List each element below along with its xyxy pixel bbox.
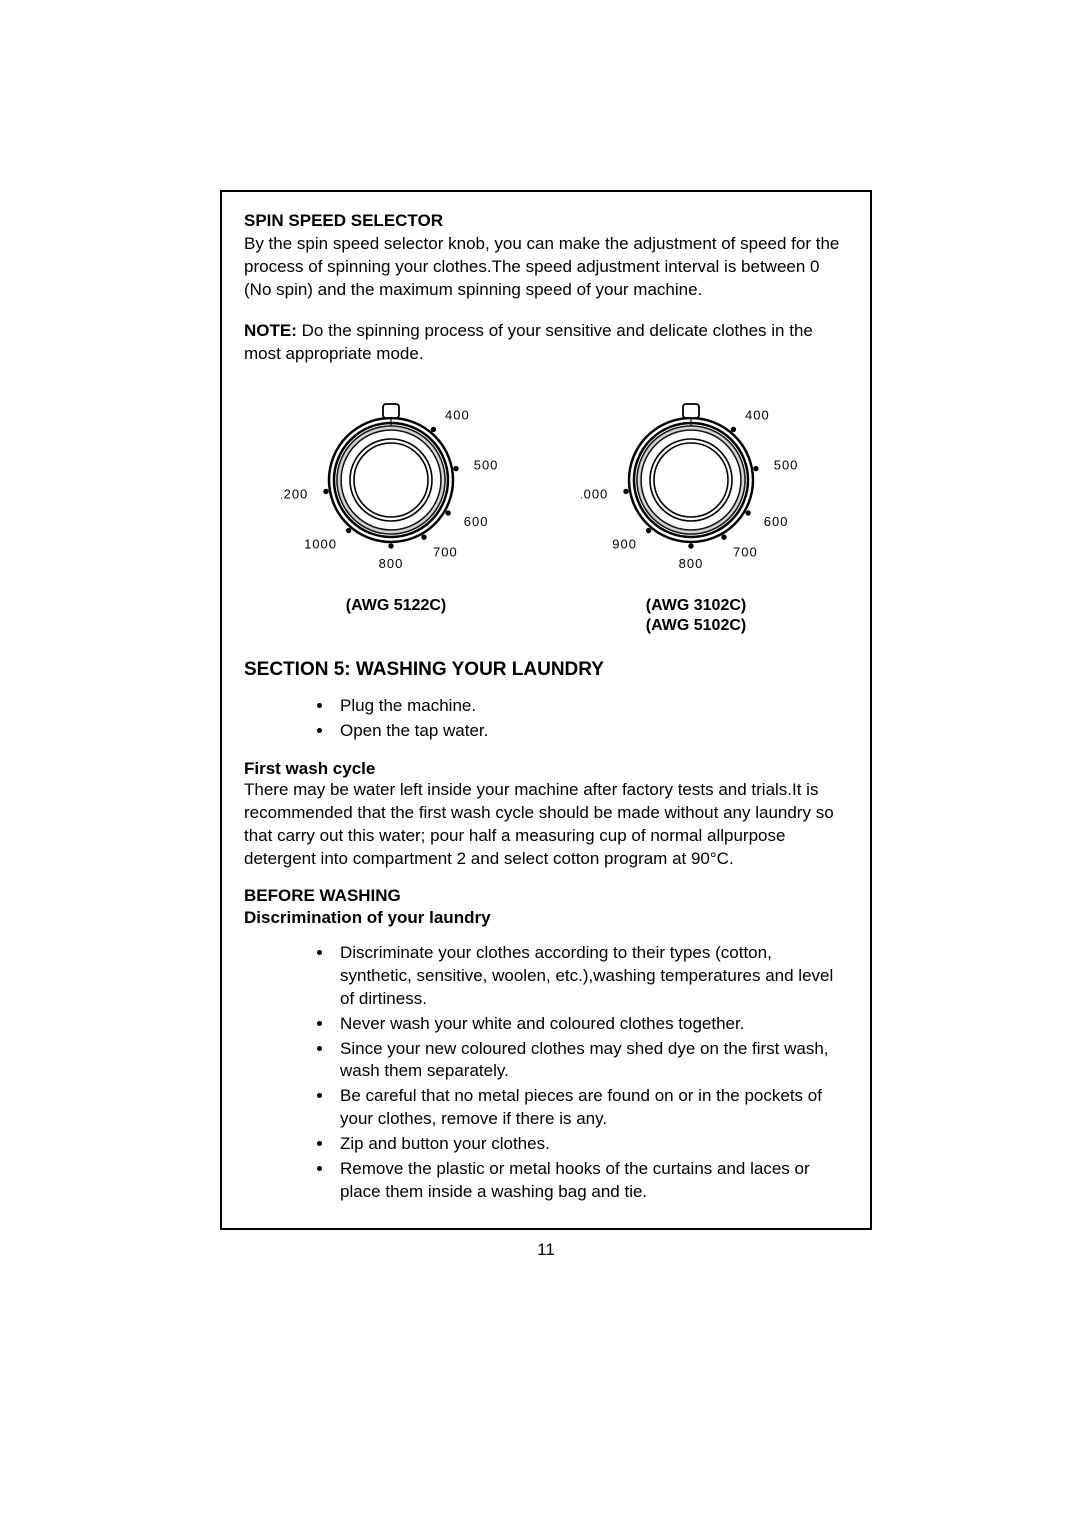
dials-row: 400 500 600 700 800 1000 1200 (AWG 5122C) 400 5… <box>244 380 848 638</box>
dial-right-model-line2: (AWG 5102C) <box>646 616 746 637</box>
svg-text:600: 600 <box>464 514 489 529</box>
svg-text:1000: 1000 <box>304 536 337 551</box>
before-washing-heading: BEFORE WASHING <box>244 885 848 908</box>
svg-text:400: 400 <box>445 407 470 422</box>
manual-page: SPIN SPEED SELECTOR By the spin speed se… <box>0 0 1080 1527</box>
dial-right-model-line1: (AWG 3102C) <box>646 596 746 617</box>
list-item: Since your new coloured clothes may shed… <box>334 1038 848 1084</box>
svg-text:600: 600 <box>764 514 789 529</box>
list-item: Open the tap water. <box>334 720 848 743</box>
svg-text:700: 700 <box>733 544 758 559</box>
svg-text:800: 800 <box>379 556 404 571</box>
svg-text:500: 500 <box>474 457 499 472</box>
list-item: Plug the machine. <box>334 695 848 718</box>
list-item: Be careful that no metal pieces are foun… <box>334 1085 848 1131</box>
note-text: Do the spinning process of your sensitiv… <box>244 321 813 363</box>
first-wash-heading: First wash cycle <box>244 759 848 779</box>
dial-left-wrap: 400 500 600 700 800 1000 1200 (AWG 5122C) <box>281 380 511 638</box>
before-washing-bullets: Discriminate your clothes according to t… <box>244 942 848 1204</box>
svg-text:1000: 1000 <box>581 486 608 501</box>
section5-bullets: Plug the machine.Open the tap water. <box>244 695 848 743</box>
spin-dial-right: 400 500 600 700 800 900 1000 <box>581 380 811 580</box>
svg-text:900: 900 <box>612 536 637 551</box>
page-number: 11 <box>220 1240 872 1260</box>
before-washing-subheading: Discrimination of your laundry <box>244 908 848 928</box>
dial-left-model: (AWG 5122C) <box>346 596 446 617</box>
list-item: Never wash your white and coloured cloth… <box>334 1013 848 1036</box>
svg-text:700: 700 <box>433 544 458 559</box>
list-item: Remove the plastic or metal hooks of the… <box>334 1158 848 1204</box>
spin-selector-paragraph: By the spin speed selector knob, you can… <box>244 233 848 302</box>
spin-selector-heading: SPIN SPEED SELECTOR <box>244 210 848 233</box>
spin-selector-note: NOTE: Do the spinning process of your se… <box>244 320 848 366</box>
dial-left-model-line1: (AWG 5122C) <box>346 596 446 617</box>
content-frame: SPIN SPEED SELECTOR By the spin speed se… <box>220 190 872 1230</box>
section5-title: SECTION 5: WASHING YOUR LAUNDRY <box>244 659 848 681</box>
list-item: Zip and button your clothes. <box>334 1133 848 1156</box>
note-label: NOTE: <box>244 321 297 340</box>
dial-right-model: (AWG 3102C) (AWG 5102C) <box>646 596 746 638</box>
list-item: Discriminate your clothes according to t… <box>334 942 848 1011</box>
svg-text:800: 800 <box>679 556 704 571</box>
svg-text:500: 500 <box>774 457 799 472</box>
svg-text:1200: 1200 <box>281 486 308 501</box>
spin-dial-left: 400 500 600 700 800 1000 1200 <box>281 380 511 580</box>
first-wash-paragraph: There may be water left inside your mach… <box>244 779 848 871</box>
dial-right-wrap: 400 500 600 700 800 900 1000 (AWG 3102C) (AWG … <box>581 380 811 638</box>
svg-text:400: 400 <box>745 407 770 422</box>
